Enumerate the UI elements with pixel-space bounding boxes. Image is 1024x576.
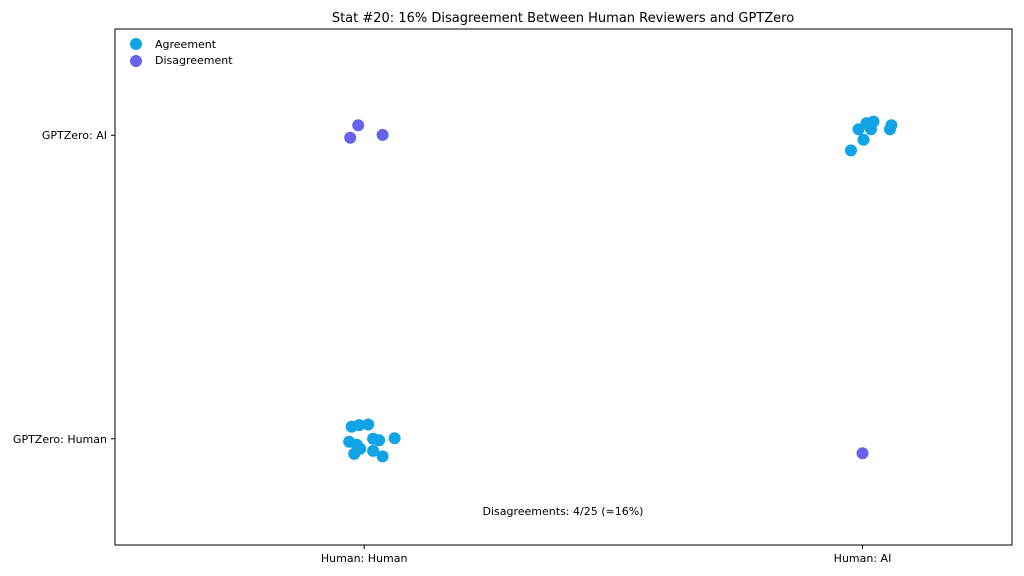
y-tick-label: GPTZero: Human [13, 433, 107, 446]
agreement-point [376, 450, 389, 463]
legend-swatch-disagreement [130, 55, 142, 67]
agreement-point [845, 144, 857, 157]
plot-frame [114, 28, 1013, 546]
agreement-point [867, 115, 880, 128]
agreement-point [373, 434, 386, 447]
agreement-point [857, 133, 870, 146]
disagreement-point [376, 128, 389, 141]
chart-title: Stat #20: 16% Disagreement Between Human… [332, 11, 794, 26]
agreement-point [885, 119, 898, 132]
agreement-point [348, 447, 361, 460]
legend: Agreement Disagreement [130, 38, 233, 67]
x-axis: Human: Human Human: AI [321, 545, 891, 565]
x-tick-label: Human: AI [834, 552, 892, 565]
legend-swatch-agreement [130, 38, 142, 50]
disagreement-point [352, 119, 365, 132]
y-axis: GPTZero: Human GPTZero: AI [13, 129, 115, 446]
disagreement-point [856, 447, 869, 460]
agreement-point [353, 419, 366, 432]
y-tick-label: GPTZero: AI [42, 129, 107, 142]
agreement-point [388, 432, 401, 445]
legend-label-disagreement: Disagreement [155, 54, 233, 67]
data-points [343, 115, 898, 463]
disagreement-point [344, 131, 357, 144]
disagreement-annotation: Disagreements: 4/25 (≈16%) [483, 505, 644, 518]
x-tick-label: Human: Human [321, 552, 408, 565]
agreement-point [367, 444, 380, 457]
agreement-point [362, 418, 375, 431]
legend-label-agreement: Agreement [155, 38, 217, 51]
